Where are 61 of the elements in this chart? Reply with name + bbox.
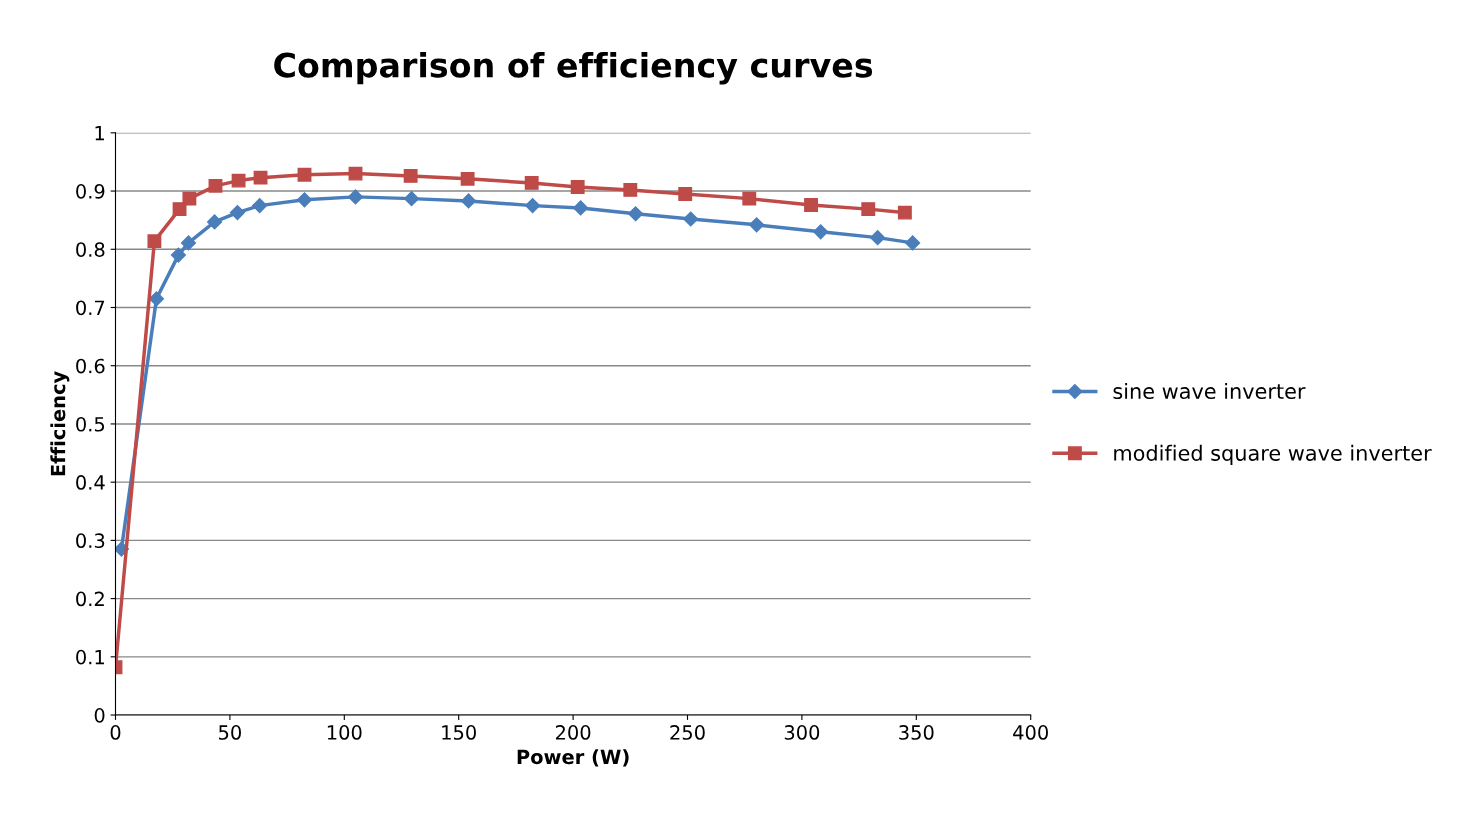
x-tick-label: 50 [219, 725, 241, 740]
point [348, 166, 363, 181]
point [180, 235, 197, 251]
point [627, 206, 644, 222]
point [172, 202, 187, 217]
point [897, 205, 912, 220]
y-tick-label: 0 [94, 708, 105, 723]
x-tick-label: 300 [784, 725, 820, 740]
point [570, 180, 585, 194]
point [804, 198, 819, 212]
chart-title: Comparison of efficiency curves [274, 51, 873, 85]
point [678, 187, 693, 201]
x-tick-label: 250 [670, 725, 705, 740]
point [460, 171, 475, 186]
y-tick-label: 0.1 [76, 649, 104, 665]
x-tick-label: 400 [1013, 725, 1048, 740]
point [905, 235, 921, 251]
point [460, 193, 477, 209]
x-tick-label: 350 [899, 725, 934, 740]
point [170, 247, 186, 263]
point [253, 170, 268, 185]
x-tick-label: 200 [555, 725, 591, 740]
point [229, 205, 246, 221]
point [403, 168, 418, 183]
point [861, 202, 876, 217]
point [403, 191, 420, 207]
point [297, 167, 312, 182]
point [208, 178, 223, 193]
point [206, 214, 223, 230]
point [742, 191, 757, 206]
point [347, 189, 364, 205]
point [252, 198, 268, 214]
point [296, 192, 313, 208]
point [147, 234, 162, 249]
point [525, 198, 541, 214]
point [749, 217, 765, 233]
y-axis-title: Efficiency [50, 371, 70, 476]
y-tick-label: 1 [95, 126, 104, 141]
y-tick-label: 0.5 [76, 416, 105, 432]
y-tick-label: 0.2 [76, 591, 104, 607]
point [231, 173, 246, 188]
point [182, 191, 197, 206]
point [524, 175, 539, 190]
point [683, 211, 699, 227]
y-tick-label: 0.4 [76, 475, 105, 490]
x-axis-title: Power (W) [517, 749, 629, 767]
x-tick-label: 100 [327, 725, 362, 740]
point [870, 230, 886, 246]
point [573, 200, 589, 216]
legend-label: modified square wave inverter [1114, 444, 1432, 465]
y-tick-label: 0.9 [76, 184, 105, 199]
point [148, 291, 165, 307]
point [813, 224, 829, 240]
y-tick-label: 0.8 [76, 242, 105, 257]
x-tick-label: 150 [442, 725, 476, 740]
x-tick-label: 0 [110, 725, 121, 740]
y-tick-label: 0.7 [76, 300, 105, 316]
point [623, 182, 638, 197]
y-tick-label: 0.3 [76, 533, 105, 549]
y-tick-label: 0.6 [76, 358, 105, 374]
legend-label: sine wave inverter [1113, 382, 1306, 400]
